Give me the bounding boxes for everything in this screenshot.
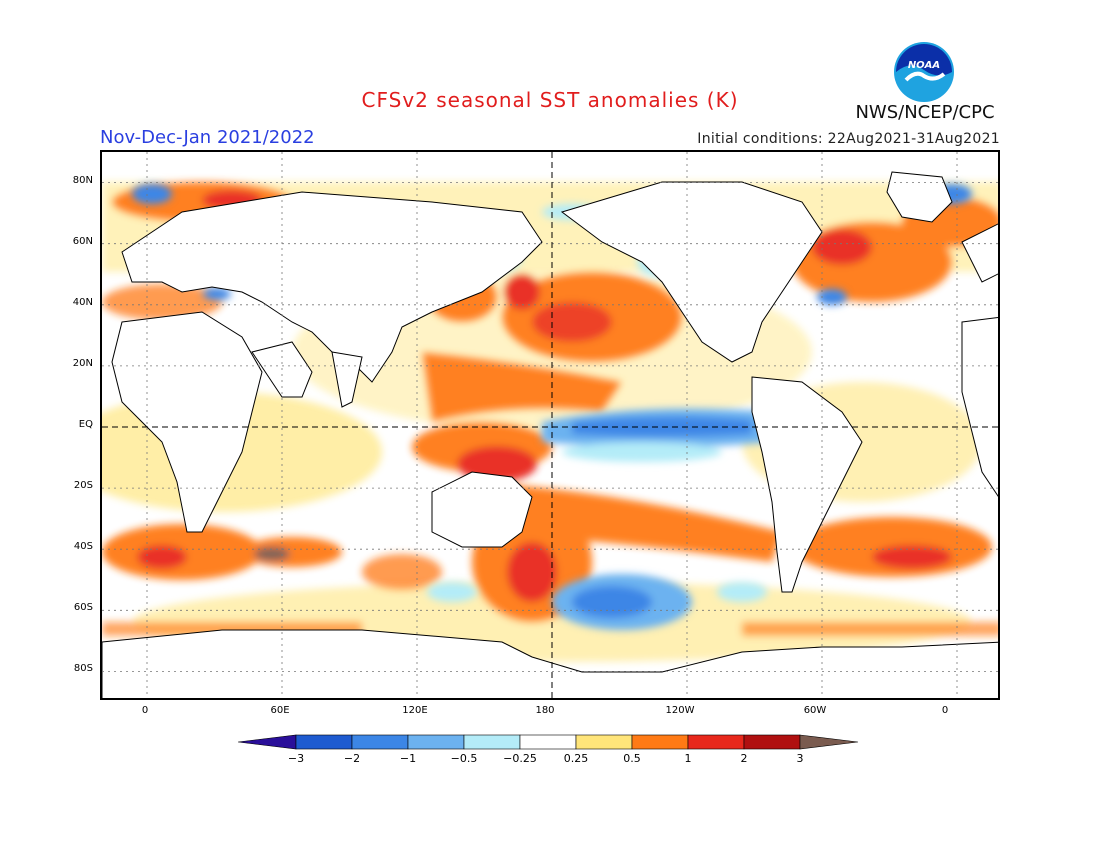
svg-text:NOAA: NOAA bbox=[908, 60, 940, 71]
colorbar-tick-label: −1 bbox=[399, 752, 417, 765]
map-title: CFSv2 seasonal SST anomalies (K) bbox=[361, 88, 739, 112]
forecast-period: Nov-Dec-Jan 2021/2022 bbox=[100, 127, 315, 148]
colorbar-tick-label: 2 bbox=[740, 752, 748, 765]
colorbar-tick-label: −0.5 bbox=[450, 752, 478, 765]
lat-label: 60N bbox=[72, 236, 93, 247]
lon-label: 120W bbox=[665, 705, 695, 716]
colorbar-segment bbox=[687, 734, 745, 750]
lat-label: 80S bbox=[73, 663, 93, 674]
lon-label: 0 bbox=[141, 705, 149, 716]
colorbar-segment bbox=[238, 734, 297, 750]
lat-label: 20S bbox=[73, 480, 93, 491]
lon-label: 0 bbox=[941, 705, 949, 716]
lat-label: 60S bbox=[73, 602, 93, 613]
colorbar-segment bbox=[295, 734, 353, 750]
colorbar-segment bbox=[743, 734, 801, 750]
colorbar-segment bbox=[799, 734, 859, 750]
colorbar-tick-label: −3 bbox=[287, 752, 305, 765]
colorbar-segment bbox=[407, 734, 465, 750]
lat-label: 20N bbox=[72, 358, 93, 369]
colorbar bbox=[238, 734, 859, 750]
reference-lines bbox=[102, 152, 998, 698]
noaa-logo: NOAA bbox=[894, 42, 954, 102]
lat-label: 40N bbox=[72, 297, 93, 308]
colorbar-segment bbox=[575, 734, 633, 750]
colorbar-tick-label: 3 bbox=[796, 752, 804, 765]
lon-label: 60W bbox=[803, 705, 827, 716]
map-canvas bbox=[102, 152, 998, 698]
lon-label: 180 bbox=[535, 705, 555, 716]
colorbar-segment bbox=[631, 734, 689, 750]
colorbar-tick-label: −2 bbox=[343, 752, 361, 765]
colorbar-segment bbox=[519, 734, 577, 750]
sst-anomaly-map bbox=[100, 150, 1000, 700]
colorbar-tick-label: −0.25 bbox=[503, 752, 537, 765]
lon-label: 120E bbox=[402, 705, 428, 716]
lon-label: 60E bbox=[270, 705, 290, 716]
colorbar-tick-label: 1 bbox=[684, 752, 692, 765]
agency-label: NWS/NCEP/CPC bbox=[855, 102, 995, 123]
colorbar-tick-label: 0.5 bbox=[623, 752, 641, 765]
colorbar-segment bbox=[463, 734, 521, 750]
lat-label: 40S bbox=[73, 541, 93, 552]
lat-label: 80N bbox=[72, 175, 93, 186]
colorbar-segment bbox=[351, 734, 409, 750]
initial-conditions: Initial conditions: 22Aug2021-31Aug2021 bbox=[697, 131, 1000, 147]
colorbar-tick-label: 0.25 bbox=[563, 752, 589, 765]
lat-label: EQ bbox=[78, 419, 93, 430]
